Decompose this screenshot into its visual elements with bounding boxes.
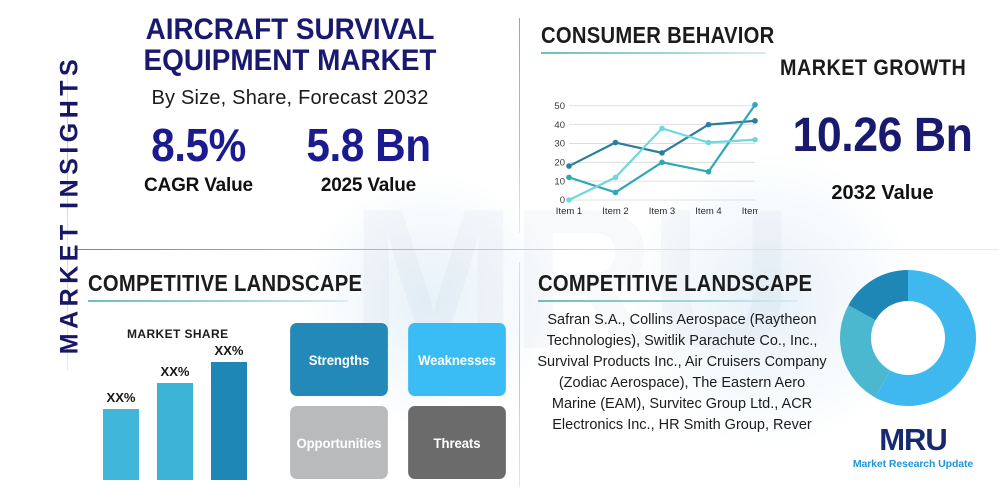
kpi-row: 8.5% CAGR Value 5.8 Bn 2025 Value [75, 122, 505, 197]
divider-horizontal [74, 249, 999, 250]
line-chart-grid [569, 105, 755, 201]
swot-box-label: Weaknesses [418, 351, 496, 368]
swot-box-opportunities[interactable]: Opportunities [290, 406, 388, 479]
bar-group: XX% [157, 364, 193, 480]
mru-logo-tagline: Market Research Update [852, 458, 974, 470]
svg-text:30: 30 [554, 139, 565, 150]
consumer-behavior-heading-rule [541, 52, 766, 54]
svg-text:40: 40 [554, 120, 565, 131]
swot-box-label: Opportunities [296, 434, 382, 451]
kpi-2025-value: 5.8 Bn [306, 119, 431, 172]
bar-value-label: XX% [214, 343, 244, 358]
svg-text:Item 4: Item 4 [695, 206, 721, 217]
market-growth-value: 10.26 Bn [792, 109, 973, 162]
line-chart-yticks: 0 10 20 30 40 50 [554, 101, 565, 206]
divider-vertical-top [519, 18, 520, 233]
consumer-behavior-line-chart: 0 10 20 30 40 50 Item 1 Item 2 Item 3 Item 4 Item… [543, 96, 768, 222]
bar-rect [211, 362, 247, 480]
market-share-bar-chart: XX% XX% XX% [95, 335, 270, 480]
bar-group: XX% [211, 343, 247, 480]
bar-group: XX% [103, 390, 139, 480]
divider-left-top [67, 72, 68, 247]
competitive-right-heading-text: COMPETITIVE LANDSCAPE [538, 270, 813, 296]
mru-logo: MRU Market Research Update [848, 424, 978, 470]
swot-box-strengths[interactable]: Strengths [290, 323, 388, 396]
page-subtitle: By Size, Share, Forecast 2032 [151, 87, 429, 110]
donut-hole [871, 301, 945, 375]
bar-value-label: XX% [106, 390, 136, 406]
title-block: AIRCRAFT SURVIVAL EQUIPMENT MARKET By Si… [75, 14, 505, 197]
line-chart-xticks: Item 1 Item 2 Item 3 Item 4 Item 5 [556, 206, 768, 217]
competitive-left-heading: COMPETITIVE LANDSCAPE [88, 270, 363, 302]
consumer-behavior-heading: CONSUMER BEHAVIOR [541, 22, 775, 54]
svg-text:50: 50 [554, 101, 565, 112]
competitive-right-heading: COMPETITIVE LANDSCAPE [538, 270, 813, 302]
market-growth-title: MARKET GROWTH [780, 55, 967, 80]
competitive-right-heading-rule [538, 300, 798, 302]
svg-text:20: 20 [554, 158, 565, 169]
consumer-behavior-heading-text: CONSUMER BEHAVIOR [541, 22, 775, 48]
market-share-title: MARKET SHARE [127, 327, 229, 341]
svg-text:Item 2: Item 2 [602, 206, 628, 217]
svg-text:10: 10 [554, 176, 565, 187]
swot-grid: Strengths Weaknesses Opportunities Threats [287, 323, 509, 483]
bar-rect [157, 383, 193, 480]
market-share-donut-chart [838, 268, 978, 408]
divider-left-bottom [67, 255, 68, 370]
donut-chart-svg [840, 270, 976, 406]
bar-value-label: XX% [160, 364, 190, 380]
divider-vertical-bottom [519, 262, 520, 487]
competitive-left-heading-rule [88, 300, 348, 302]
kpi-cagr: 8.5% CAGR Value [144, 122, 253, 197]
page-title: AIRCRAFT SURVIVAL EQUIPMENT MARKET [143, 13, 437, 78]
company-list: Safran S.A., Collins Aerospace (Raytheon… [537, 312, 827, 434]
kpi-cagr-value: 8.5% [151, 119, 246, 172]
kpi-2025-label: 2025 Value [320, 175, 417, 197]
mru-logo-mark: MRU [879, 422, 948, 457]
market-growth-label: 2032 Value [831, 182, 934, 204]
svg-text:Item 3: Item 3 [649, 206, 675, 217]
bar-rect [103, 409, 139, 480]
line-chart-series [566, 102, 758, 203]
svg-text:0: 0 [560, 195, 565, 206]
kpi-cagr-label: CAGR Value [144, 175, 253, 197]
swot-box-label: Strengths [308, 351, 370, 368]
competitive-left-heading-text: COMPETITIVE LANDSCAPE [88, 270, 363, 296]
kpi-2025: 5.8 Bn 2025 Value [301, 122, 436, 197]
svg-text:Item 5: Item 5 [742, 206, 758, 217]
swot-box-weaknesses[interactable]: Weaknesses [408, 323, 506, 396]
svg-text:Item 1: Item 1 [556, 206, 582, 217]
swot-box-label: Threats [433, 434, 481, 451]
swot-box-threats[interactable]: Threats [408, 406, 506, 479]
